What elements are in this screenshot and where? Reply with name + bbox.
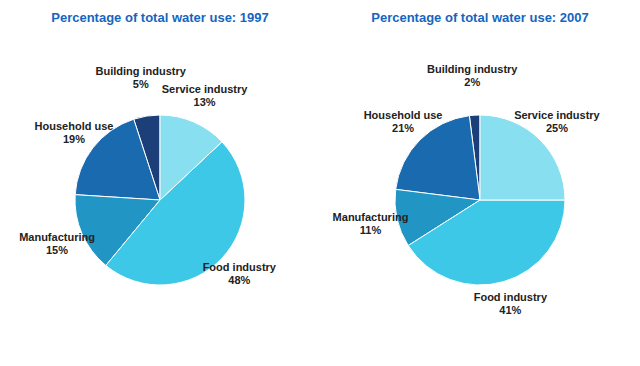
slice-category: Building industry bbox=[95, 65, 186, 77]
slice-value: 19% bbox=[63, 133, 85, 145]
chart-title: Percentage of total water use: 1997 bbox=[51, 10, 268, 25]
slice-label: Service industry25% bbox=[514, 109, 600, 134]
pie-slice bbox=[160, 115, 222, 200]
pie-panel: Percentage of total water use: 1997 Build… bbox=[19, 10, 277, 286]
slices bbox=[75, 115, 245, 285]
slices bbox=[395, 115, 565, 285]
slice-label: Service industry13% bbox=[162, 83, 248, 108]
slice-category: Manufacturing bbox=[333, 211, 409, 223]
slice-category: Household use bbox=[364, 109, 443, 121]
slice-label: Household use21% bbox=[364, 109, 443, 134]
slice-value: 21% bbox=[392, 122, 414, 134]
slice-category: Building industry bbox=[427, 63, 518, 75]
chart-container: Percentage of total water use: 1997 Build… bbox=[0, 0, 640, 366]
slice-value: 11% bbox=[360, 224, 382, 236]
slice-label: Building industry2% bbox=[427, 63, 518, 88]
slice-category: Service industry bbox=[162, 83, 248, 95]
chart-title: Percentage of total water use: 2007 bbox=[371, 10, 588, 25]
slice-category: Manufacturing bbox=[19, 231, 95, 243]
pie-panel: Percentage of total water use: 2007 Build… bbox=[333, 10, 601, 316]
slice-value: 25% bbox=[546, 122, 568, 134]
slice-value: 2% bbox=[464, 76, 480, 88]
labels: Building industry2% Household use21% Manuf… bbox=[333, 63, 601, 315]
slice-value: 13% bbox=[194, 96, 216, 108]
slice-category: Service industry bbox=[514, 109, 600, 121]
slice-value: 41% bbox=[499, 304, 521, 316]
slice-value: 15% bbox=[46, 244, 68, 256]
slice-label: Food industry41% bbox=[474, 291, 548, 316]
slice-category: Household use bbox=[35, 120, 114, 132]
pie-slice bbox=[408, 200, 565, 285]
chart-svg: Percentage of total water use: 1997 Build… bbox=[0, 0, 640, 366]
labels: Building industry5% Household use19% Manuf… bbox=[19, 65, 277, 286]
slice-label: Food industry48% bbox=[203, 261, 277, 286]
slice-category: Food industry bbox=[474, 291, 548, 303]
slice-label: Household use19% bbox=[35, 120, 114, 145]
slice-label: Manufacturing15% bbox=[19, 231, 95, 256]
slice-label: Manufacturing11% bbox=[333, 211, 409, 236]
slice-category: Food industry bbox=[203, 261, 277, 273]
slice-value: 48% bbox=[228, 274, 250, 286]
slice-value: 5% bbox=[133, 78, 149, 90]
